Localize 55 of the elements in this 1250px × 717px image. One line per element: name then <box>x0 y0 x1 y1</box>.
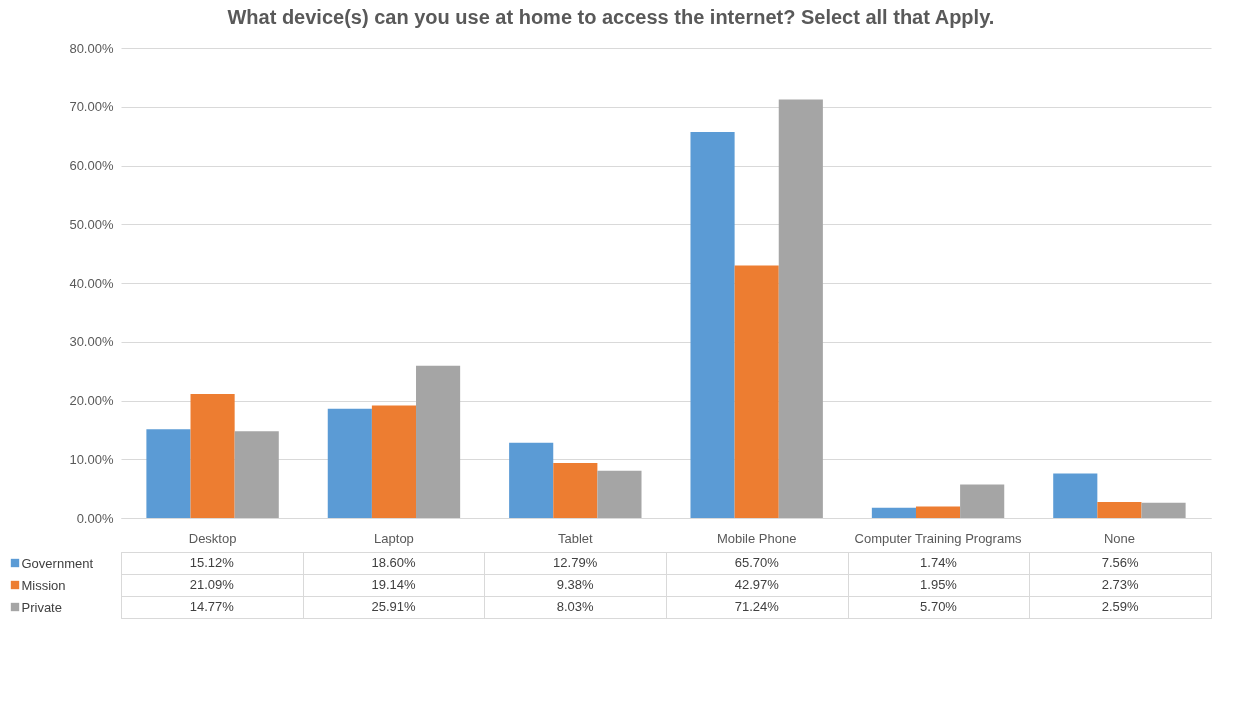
data-label: 5.70% <box>920 599 958 614</box>
chart-title: What device(s) can you use at home to access the internet? Select all that Apply. <box>227 6 995 28</box>
y-tick-label: 70.00% <box>69 99 114 115</box>
y-tick-label: 50.00% <box>69 216 114 232</box>
bar <box>553 462 598 518</box>
data-label: 12.79% <box>553 555 598 570</box>
x-tick-label: Computer Training Programs <box>854 530 1022 546</box>
bar <box>509 442 554 518</box>
bar <box>871 507 916 518</box>
bar <box>146 429 191 518</box>
bar <box>1097 501 1142 518</box>
bar <box>734 265 779 518</box>
bar <box>234 431 279 518</box>
y-tick-label: 30.00% <box>69 334 114 350</box>
data-label: 25.91% <box>371 599 416 614</box>
bar <box>371 405 417 518</box>
bar <box>690 132 735 518</box>
data-label: 9.38% <box>556 577 595 592</box>
x-tick-label: Laptop <box>374 530 414 546</box>
data-label: 42.97% <box>734 577 780 592</box>
x-tick-label: None <box>1103 530 1135 546</box>
y-tick-label: 10.00% <box>69 451 114 467</box>
x-tick-label: Mobile Phone <box>716 530 797 546</box>
bar <box>327 408 372 518</box>
legend-label: Mission <box>21 577 66 593</box>
bar <box>960 484 1005 518</box>
bar <box>416 365 461 518</box>
data-label: 1.74% <box>920 555 958 570</box>
data-label: 19.14% <box>371 577 416 592</box>
y-tick-label: 0.00% <box>76 510 114 526</box>
x-tick-label: Tablet <box>557 530 594 546</box>
data-label: 71.24% <box>734 599 780 614</box>
data-label: 65.70% <box>734 555 780 570</box>
y-tick-label: 40.00% <box>69 275 114 291</box>
data-label: 2.59% <box>1101 599 1140 614</box>
data-label: 21.09% <box>189 577 235 592</box>
x-tick-label: Desktop <box>188 530 237 546</box>
bar <box>915 506 961 518</box>
data-label: 18.60% <box>371 555 416 570</box>
data-label: 15.12% <box>189 555 235 570</box>
bar <box>597 470 642 518</box>
data-label: 1.95% <box>920 577 958 592</box>
data-label: 7.56% <box>1101 555 1140 570</box>
data-label: 8.03% <box>556 599 595 614</box>
bar <box>1141 502 1186 518</box>
bar <box>190 394 235 518</box>
data-label: 14.77% <box>189 599 235 614</box>
bar <box>778 99 823 518</box>
legend-label: Government <box>21 555 94 571</box>
legend-label: Private <box>21 599 62 615</box>
y-tick-label: 20.00% <box>69 393 114 408</box>
data-label: 2.73% <box>1101 577 1140 592</box>
bar <box>1053 473 1098 518</box>
y-tick-label: 60.00% <box>69 158 114 173</box>
y-tick-label: 80.00% <box>69 40 114 56</box>
